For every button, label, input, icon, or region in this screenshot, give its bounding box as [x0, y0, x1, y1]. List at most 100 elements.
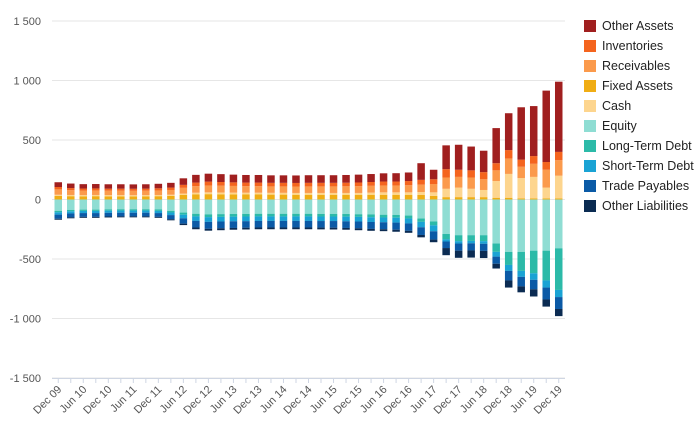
bar-segment-trade-payables[interactable] — [392, 222, 400, 230]
bar-segment-long-term-debt[interactable] — [529, 250, 538, 274]
bar-segment-cash[interactable] — [204, 192, 213, 195]
bar-segment-equity[interactable] — [429, 199, 438, 222]
bar-segment-long-term-debt[interactable] — [92, 209, 100, 211]
bar-segment-trade-payables[interactable] — [54, 214, 63, 219]
bar-segment-other-liabilities[interactable] — [304, 227, 313, 230]
bar-segment-other-assets[interactable] — [154, 183, 163, 189]
bar-segment-fixed-assets[interactable] — [354, 194, 363, 200]
bar-segment-cash[interactable] — [254, 192, 263, 195]
bar-segment-long-term-debt[interactable] — [392, 214, 400, 218]
bar-segment-short-term-debt[interactable] — [442, 239, 450, 242]
bar-segment-other-assets[interactable] — [354, 174, 363, 183]
bar-segment-other-liabilities[interactable] — [129, 216, 138, 218]
bar-segment-equity[interactable] — [479, 199, 488, 236]
bar-segment-equity[interactable] — [92, 199, 100, 210]
bar-segment-fixed-assets[interactable] — [317, 194, 325, 200]
bar-segment-fixed-assets[interactable] — [292, 194, 300, 200]
bar-segment-inventories[interactable] — [554, 151, 563, 161]
bar-segment-long-term-debt[interactable] — [229, 214, 238, 217]
bar-segment-long-term-debt[interactable] — [67, 209, 75, 212]
bar-segment-short-term-debt[interactable] — [329, 216, 338, 222]
bar-segment-trade-payables[interactable] — [404, 223, 413, 231]
bar-segment-inventories[interactable] — [267, 182, 275, 187]
bar-segment-cash[interactable] — [104, 195, 113, 197]
bar-segment-short-term-debt[interactable] — [92, 210, 100, 214]
bar-segment-cash[interactable] — [242, 192, 250, 195]
bar-segment-receivables[interactable] — [479, 179, 488, 190]
bar-segment-trade-payables[interactable] — [217, 221, 225, 229]
bar-segment-inventories[interactable] — [254, 182, 263, 187]
bar-segment-cash[interactable] — [317, 192, 325, 195]
bar-segment-other-assets[interactable] — [479, 150, 488, 173]
bar-segment-equity[interactable] — [117, 199, 125, 210]
bar-segment-trade-payables[interactable] — [104, 212, 113, 217]
bar-segment-receivables[interactable] — [392, 185, 400, 193]
bar-segment-long-term-debt[interactable] — [367, 214, 375, 218]
bar-segment-long-term-debt[interactable] — [429, 221, 438, 226]
bar-segment-receivables[interactable] — [54, 189, 63, 195]
bar-segment-short-term-debt[interactable] — [392, 217, 400, 223]
bar-segment-inventories[interactable] — [92, 188, 100, 191]
bar-segment-receivables[interactable] — [279, 186, 288, 193]
bar-segment-other-assets[interactable] — [92, 184, 100, 189]
bar-segment-short-term-debt[interactable] — [154, 210, 163, 214]
bar-segment-cash[interactable] — [542, 187, 550, 199]
bar-segment-long-term-debt[interactable] — [454, 235, 463, 242]
bar-segment-receivables[interactable] — [329, 186, 338, 193]
bar-segment-inventories[interactable] — [392, 181, 400, 186]
bar-segment-equity[interactable] — [304, 199, 313, 214]
bar-segment-short-term-debt[interactable] — [279, 216, 288, 221]
bar-segment-long-term-debt[interactable] — [267, 213, 275, 217]
bar-segment-long-term-debt[interactable] — [54, 210, 63, 213]
bar-segment-inventories[interactable] — [442, 169, 450, 178]
bar-segment-trade-payables[interactable] — [292, 220, 300, 228]
bar-segment-long-term-debt[interactable] — [317, 213, 325, 217]
bar-segment-fixed-assets[interactable] — [142, 196, 150, 200]
bar-segment-receivables[interactable] — [404, 185, 413, 193]
bar-segment-fixed-assets[interactable] — [454, 197, 463, 200]
bar-segment-equity[interactable] — [129, 199, 138, 210]
bar-segment-cash[interactable] — [404, 192, 413, 195]
bar-segment-trade-payables[interactable] — [267, 220, 275, 228]
bar-segment-short-term-debt[interactable] — [267, 216, 275, 221]
bar-segment-fixed-assets[interactable] — [542, 198, 550, 200]
bar-segment-other-liabilities[interactable] — [329, 227, 338, 230]
bar-segment-trade-payables[interactable] — [492, 256, 500, 264]
bar-segment-cash[interactable] — [292, 192, 300, 195]
bar-segment-other-liabilities[interactable] — [454, 250, 463, 258]
bar-segment-trade-payables[interactable] — [204, 221, 213, 229]
bar-segment-other-liabilities[interactable] — [479, 250, 488, 259]
bar-segment-other-liabilities[interactable] — [167, 219, 175, 221]
bar-segment-fixed-assets[interactable] — [479, 197, 488, 200]
bar-segment-trade-payables[interactable] — [192, 220, 200, 228]
bar-segment-other-liabilities[interactable] — [342, 227, 350, 230]
bar-segment-trade-payables[interactable] — [242, 221, 250, 228]
bar-segment-other-assets[interactable] — [229, 174, 238, 183]
bar-segment-trade-payables[interactable] — [79, 213, 88, 217]
bar-segment-long-term-debt[interactable] — [442, 234, 450, 240]
bar-segment-equity[interactable] — [517, 199, 525, 252]
bar-segment-other-assets[interactable] — [504, 113, 513, 151]
bar-segment-long-term-debt[interactable] — [342, 214, 350, 217]
bar-segment-other-assets[interactable] — [192, 174, 200, 183]
bar-segment-inventories[interactable] — [217, 182, 225, 186]
bar-segment-receivables[interactable] — [242, 186, 250, 193]
bar-segment-receivables[interactable] — [492, 170, 500, 182]
bar-segment-receivables[interactable] — [317, 186, 325, 193]
bar-segment-inventories[interactable] — [529, 156, 538, 164]
bar-segment-receivables[interactable] — [204, 185, 213, 193]
bar-segment-inventories[interactable] — [304, 182, 313, 187]
bar-segment-long-term-debt[interactable] — [142, 209, 150, 211]
bar-segment-other-liabilities[interactable] — [517, 286, 525, 293]
bar-segment-fixed-assets[interactable] — [367, 194, 375, 200]
bar-segment-trade-payables[interactable] — [254, 220, 263, 228]
bar-segment-short-term-debt[interactable] — [529, 273, 538, 280]
bar-segment-equity[interactable] — [379, 199, 388, 215]
bar-segment-cash[interactable] — [179, 193, 188, 195]
bar-segment-cash[interactable] — [167, 194, 175, 196]
bar-segment-receivables[interactable] — [454, 176, 463, 188]
bar-segment-fixed-assets[interactable] — [404, 194, 413, 200]
bar-segment-cash[interactable] — [429, 192, 438, 196]
bar-segment-receivables[interactable] — [79, 190, 88, 196]
bar-segment-other-liabilities[interactable] — [204, 228, 213, 231]
